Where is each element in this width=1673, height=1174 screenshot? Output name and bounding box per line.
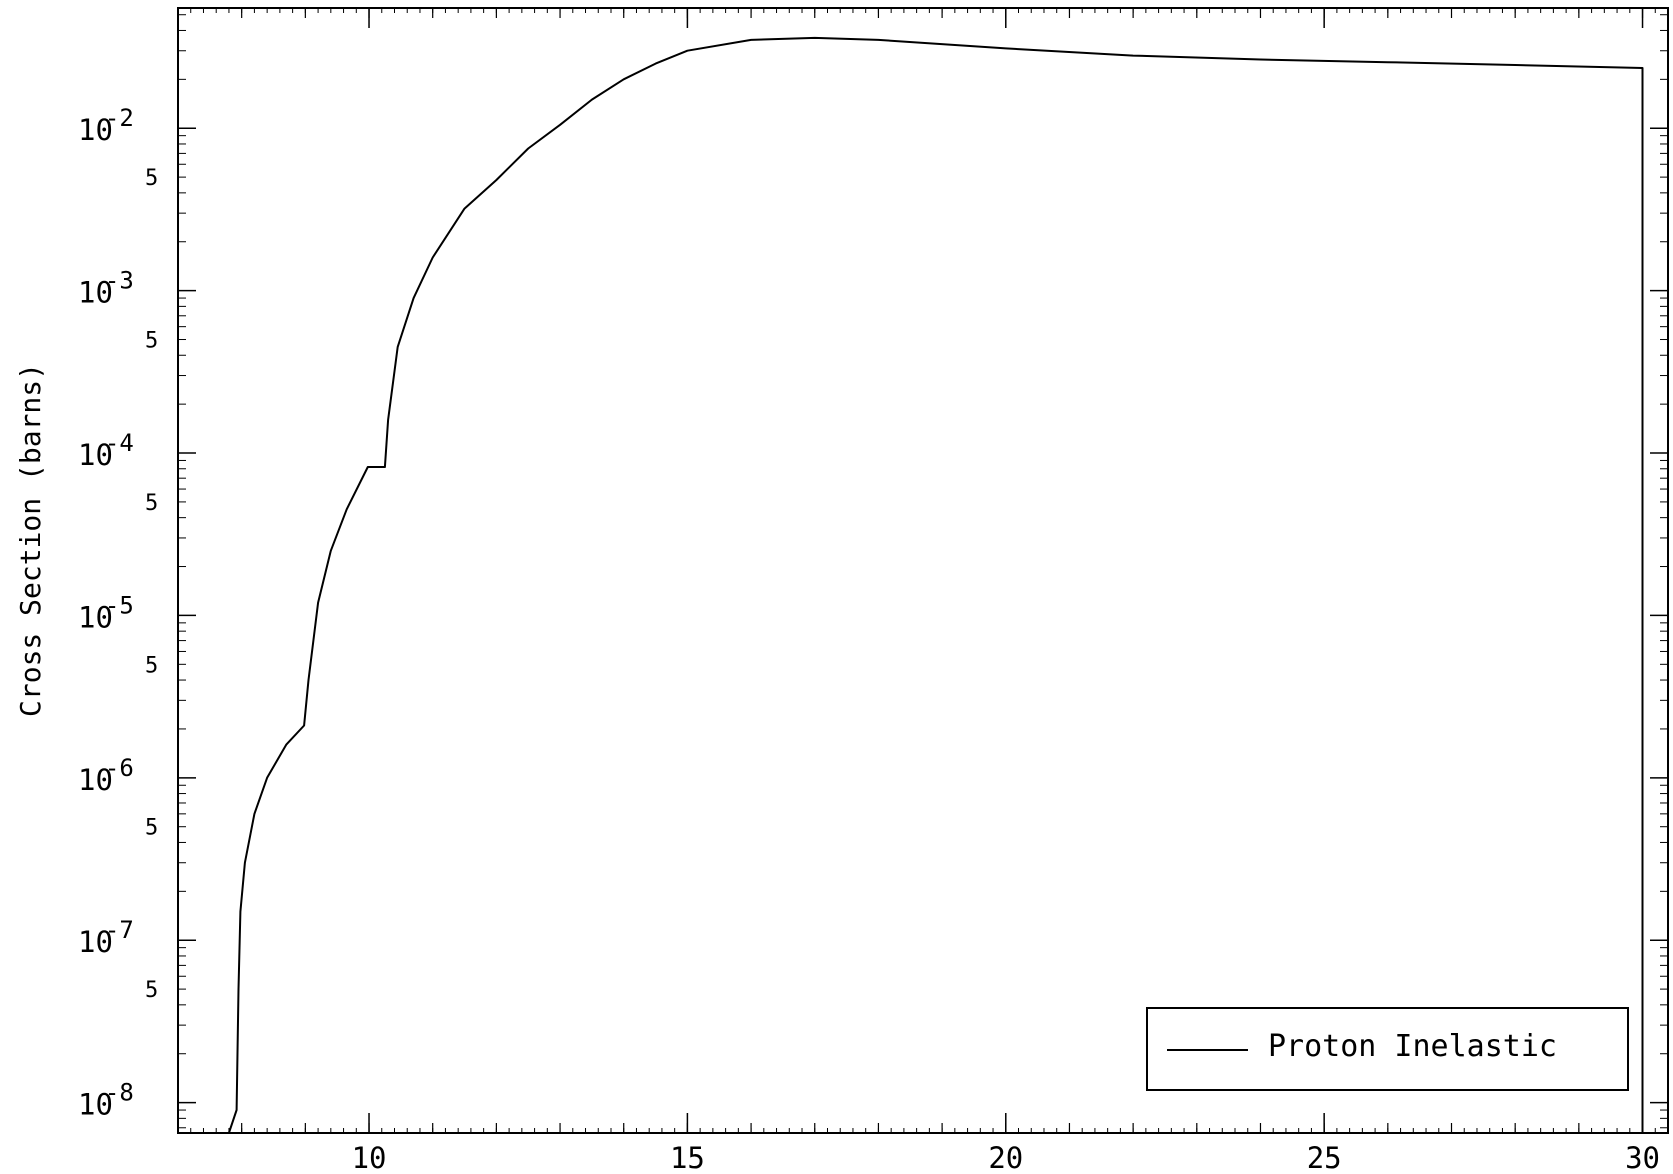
- x-tick-label: 15: [670, 1141, 705, 1174]
- y-tick-label: 10-8: [78, 1079, 134, 1122]
- y-tick-label: 10-2: [78, 104, 134, 147]
- minor-ticks: [177, 8, 1669, 1133]
- series-layer: [227, 36, 1644, 1134]
- x-tick-label: 20: [988, 1141, 1023, 1174]
- y-minor-label: 5: [145, 329, 158, 354]
- y-tick-labels: 10-8 10-7 10-6 10-5 10-4 10-3 10-2 5 5 5 5 5 5: [78, 104, 158, 1121]
- y-tick-label: 10-4: [78, 429, 134, 472]
- x-tick-label: 25: [1307, 1141, 1342, 1174]
- y-tick-label: 10-5: [78, 591, 134, 634]
- y-axis-label: Cross Section (barns): [14, 363, 47, 717]
- y-minor-label: 5: [145, 166, 158, 191]
- plot-frame: [177, 7, 1669, 1134]
- x-tick-labels: 10 15 20 25 30: [352, 1141, 1660, 1174]
- y-tick-label: 10-7: [78, 916, 134, 959]
- y-minor-label: 5: [145, 653, 158, 678]
- y-tick-label: 10-6: [78, 754, 134, 797]
- x-tick-label: 30: [1625, 1141, 1660, 1174]
- y-minor-label: 5: [145, 816, 158, 841]
- y-minor-label: 5: [145, 491, 158, 516]
- y-tick-label: 10-3: [78, 267, 134, 310]
- major-ticks: [178, 8, 1668, 1133]
- series-line: [227, 36, 1644, 1134]
- y-minor-label: 5: [145, 978, 158, 1003]
- legend-label: Proton Inelastic: [1268, 1029, 1557, 1064]
- legend: Proton Inelastic: [1146, 1007, 1629, 1091]
- x-tick-label: 10: [352, 1141, 387, 1174]
